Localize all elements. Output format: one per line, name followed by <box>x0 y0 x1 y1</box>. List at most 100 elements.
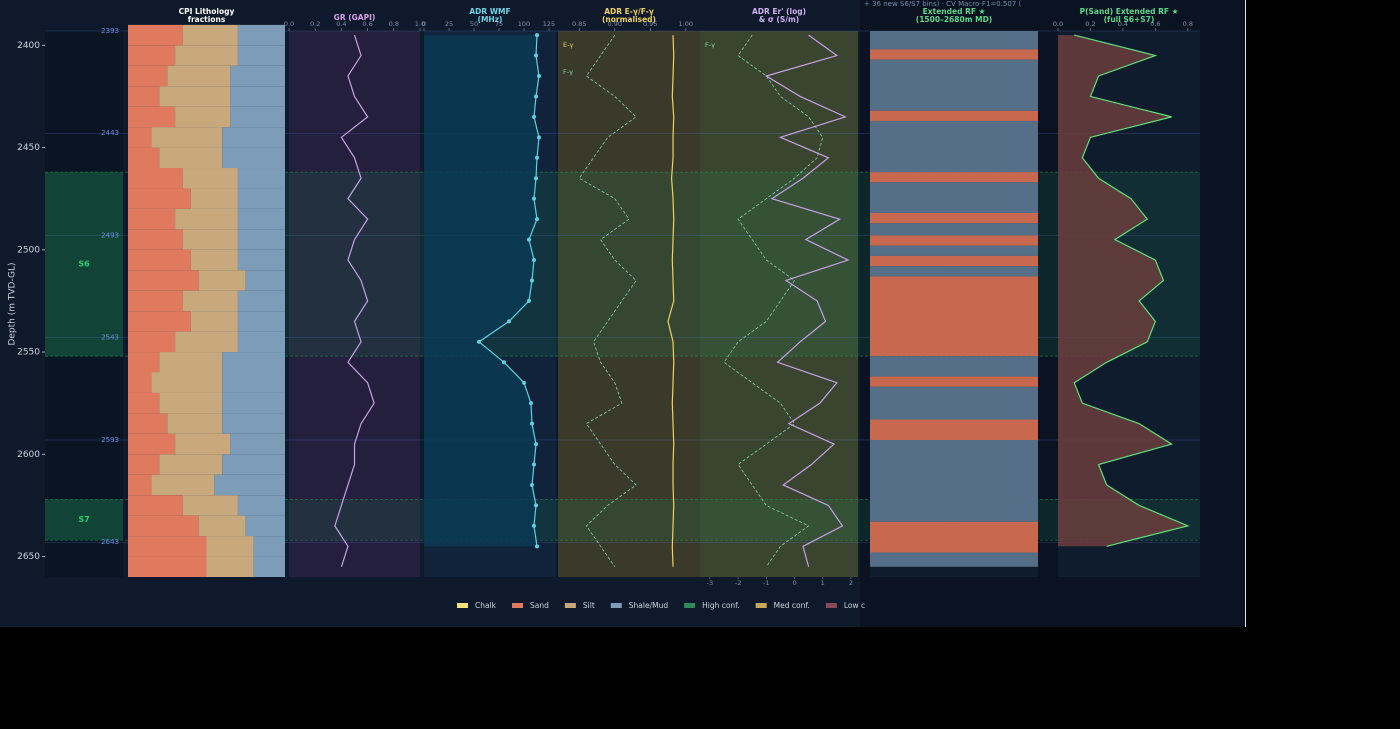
legend-label: Sand <box>530 601 549 610</box>
panel-title: ADR Er' (log) <box>752 7 806 16</box>
litho-segment <box>128 249 191 271</box>
litho-segment <box>237 24 285 46</box>
litho-segment <box>237 229 285 250</box>
rf-block <box>870 59 1038 111</box>
legend-label: Shale/Mud <box>629 601 669 610</box>
litho-segment <box>159 454 223 475</box>
litho-segment <box>128 556 207 577</box>
rf-block <box>870 276 1038 357</box>
litho-segment <box>128 495 183 516</box>
litho-segment <box>128 392 160 414</box>
marker-label: 2643 <box>101 538 119 546</box>
litho-segment <box>151 474 215 496</box>
litho-segment <box>159 352 223 373</box>
point <box>527 237 531 242</box>
litho-segment <box>190 249 238 271</box>
x-tick-label: 2 <box>849 579 853 587</box>
point <box>535 155 539 160</box>
x-tick-label: 0.4 <box>1118 20 1128 28</box>
litho-segment <box>182 229 238 250</box>
x-tick-label: 1.0 <box>415 20 425 28</box>
rf-block <box>870 439 1038 522</box>
litho-segment <box>128 433 176 455</box>
y-tick-label: 2600 <box>17 450 40 460</box>
x-tick-label: 0.0 <box>284 20 294 28</box>
litho-segment <box>245 270 285 291</box>
litho-segment <box>222 372 285 393</box>
area <box>1058 35 1188 547</box>
legend-swatch <box>684 603 696 608</box>
x-tick-label: 50 <box>470 20 478 28</box>
point <box>532 196 536 201</box>
point <box>530 482 534 487</box>
litho-segment <box>237 188 285 209</box>
litho-segment <box>128 474 152 496</box>
point <box>530 278 534 283</box>
litho-segment <box>128 24 183 46</box>
x-tick-label: -1 <box>763 579 769 587</box>
point <box>535 33 539 38</box>
legend-swatch <box>564 603 576 608</box>
zone-label: S7 <box>78 515 89 524</box>
litho-segment <box>128 168 183 189</box>
litho-segment <box>128 290 183 312</box>
litho-segment <box>230 65 285 87</box>
litho-segment <box>237 168 285 189</box>
litho-segment <box>128 147 160 169</box>
litho-segment <box>167 65 231 87</box>
point <box>534 94 538 99</box>
zone-label: S6 <box>78 260 90 269</box>
panel-bg <box>289 31 420 577</box>
legend-swatch <box>610 603 622 608</box>
x-tick-label: 0.2 <box>310 20 320 28</box>
litho-segment <box>128 65 168 87</box>
rf-block <box>870 172 1038 183</box>
litho-segment <box>128 270 199 291</box>
x-tick-label: 0.4 <box>336 20 346 28</box>
litho-segment <box>230 433 285 455</box>
x-tick-label: 0 <box>792 579 796 587</box>
point <box>530 421 534 426</box>
panel-bg <box>45 31 123 577</box>
litho-segment <box>222 413 285 434</box>
litho-segment <box>237 290 285 312</box>
litho-segment <box>237 495 285 516</box>
header-text: + 36 new S6/S7 bins) · CV Macro-F1=0.507… <box>864 0 1022 8</box>
point <box>534 176 538 181</box>
panel-title: ADR E-γ/F-γ <box>604 7 654 16</box>
y-tick-label: 2450 <box>17 143 40 153</box>
litho-segment <box>253 556 285 577</box>
litho-segment <box>175 208 238 230</box>
litho-segment <box>222 147 285 169</box>
x-tick-label: 0.8 <box>389 20 399 28</box>
litho-segment <box>198 515 246 537</box>
rf-block <box>870 49 1038 60</box>
panel-title: P(Sand) Extended RF ★ <box>1080 7 1179 16</box>
y-tick-label: 2650 <box>17 552 40 562</box>
legend-label: Silt <box>583 601 595 610</box>
rf-block <box>870 521 1038 553</box>
series-label: F-γ <box>563 68 573 76</box>
panel-title: GR (GAPI) <box>334 13 376 22</box>
panel-title: CPI Lithology <box>179 7 235 16</box>
series-label: E-γ <box>563 41 573 49</box>
series-line <box>578 34 637 568</box>
panel-title: (normalised) <box>602 15 656 24</box>
panel-bg <box>700 31 858 577</box>
point <box>537 73 541 78</box>
panel-title: ADR WMF <box>469 7 510 16</box>
panel-title: Extended RF ★ <box>923 7 986 16</box>
legend-label: High conf. <box>702 601 740 610</box>
point <box>532 523 536 528</box>
marker-label: 2493 <box>101 231 119 239</box>
litho-segment <box>222 454 285 475</box>
panel-title: fractions <box>188 15 226 24</box>
point <box>535 217 539 222</box>
series-line <box>764 34 850 567</box>
litho-segment <box>198 270 246 291</box>
x-tick-label: 75 <box>495 20 503 28</box>
x-tick-label: 1.00 <box>679 20 693 28</box>
litho-segment <box>237 208 285 230</box>
panel-title: & σ (S/m) <box>759 15 799 24</box>
point <box>534 442 538 447</box>
